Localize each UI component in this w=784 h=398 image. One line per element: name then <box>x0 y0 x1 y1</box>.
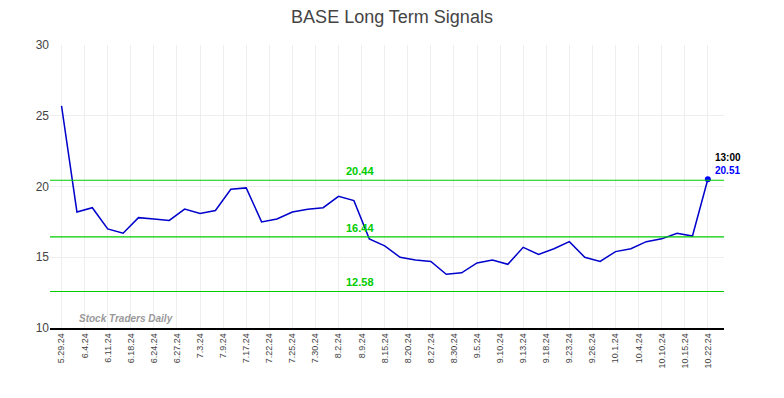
svg-text:10: 10 <box>36 321 50 335</box>
svg-text:25: 25 <box>36 109 50 123</box>
svg-text:7.17.24: 7.17.24 <box>241 333 251 363</box>
svg-text:Stock Traders Daily: Stock Traders Daily <box>79 313 173 324</box>
svg-text:5.29.24: 5.29.24 <box>56 333 66 363</box>
svg-text:BASE Long Term Signals: BASE Long Term Signals <box>291 7 493 27</box>
svg-text:10.15.24: 10.15.24 <box>680 333 690 368</box>
svg-text:9.13.24: 9.13.24 <box>518 333 528 363</box>
svg-text:16.44: 16.44 <box>346 222 374 234</box>
svg-text:15: 15 <box>36 250 50 264</box>
svg-text:7.25.24: 7.25.24 <box>287 333 297 363</box>
svg-text:30: 30 <box>36 38 50 52</box>
svg-text:6.27.24: 6.27.24 <box>172 333 182 363</box>
svg-text:8.15.24: 8.15.24 <box>380 333 390 363</box>
svg-text:20: 20 <box>36 180 50 194</box>
svg-text:10.10.24: 10.10.24 <box>657 333 667 368</box>
svg-text:12.58: 12.58 <box>346 276 374 288</box>
svg-text:9.5.24: 9.5.24 <box>472 333 482 358</box>
svg-text:6.11.24: 6.11.24 <box>103 333 113 362</box>
svg-text:6.18.24: 6.18.24 <box>126 333 136 363</box>
svg-text:7.9.24: 7.9.24 <box>218 333 228 358</box>
svg-text:6.24.24: 6.24.24 <box>149 333 159 363</box>
svg-text:9.10.24: 9.10.24 <box>495 333 505 363</box>
svg-text:20.51: 20.51 <box>715 165 740 176</box>
svg-text:9.18.24: 9.18.24 <box>541 333 551 363</box>
svg-text:20.44: 20.44 <box>346 165 374 177</box>
svg-text:7.30.24: 7.30.24 <box>310 333 320 363</box>
svg-text:7.3.24: 7.3.24 <box>195 333 205 358</box>
svg-text:9.26.24: 9.26.24 <box>587 333 597 363</box>
svg-text:8.30.24: 8.30.24 <box>449 333 459 363</box>
svg-text:8.2.24: 8.2.24 <box>333 333 343 358</box>
svg-text:10.1.24: 10.1.24 <box>610 333 620 363</box>
svg-text:9.23.24: 9.23.24 <box>564 333 574 363</box>
svg-text:7.22.24: 7.22.24 <box>264 333 274 363</box>
svg-text:13:00: 13:00 <box>715 152 741 163</box>
svg-text:10.22.24: 10.22.24 <box>703 333 713 368</box>
svg-text:8.9.24: 8.9.24 <box>357 333 367 358</box>
svg-text:8.20.24: 8.20.24 <box>403 333 413 363</box>
svg-text:8.27.24: 8.27.24 <box>426 333 436 363</box>
svg-text:6.4.24: 6.4.24 <box>80 333 90 358</box>
svg-text:10.4.24: 10.4.24 <box>634 333 644 363</box>
